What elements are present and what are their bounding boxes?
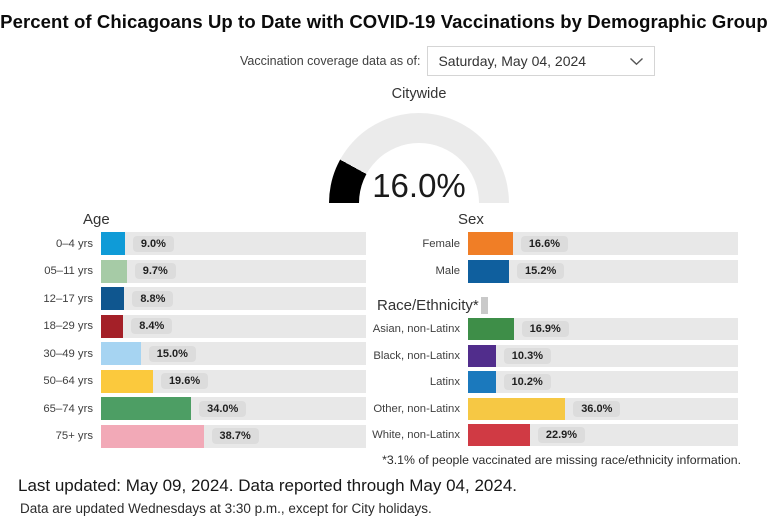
race-chart-title: Race/Ethnicity* — [368, 296, 738, 314]
race-chart-rows: Asian, non-Latinx 16.9% Black, non-Latinx 1… — [368, 318, 738, 446]
chevron-down-icon[interactable] — [629, 57, 644, 66]
age-chart-rows: 0–4 yrs 9.0% 05–11 yrs 9.7% 12–17 yrs 8.8% 18–… — [0, 232, 366, 448]
bar-fill[interactable] — [468, 424, 530, 446]
value-label: 9.7% — [134, 263, 176, 279]
bar-row[interactable]: Latinx 10.2% — [368, 371, 738, 393]
bar-fill[interactable] — [101, 259, 127, 283]
sex-chart: Sex Female 16.6% Male 15.2% — [368, 210, 738, 283]
bar-track: 16.6% — [468, 232, 738, 255]
bar-track: 15.0% — [101, 342, 366, 365]
bar-row[interactable]: Black, non-Latinx 10.3% — [368, 344, 738, 367]
bar-fill[interactable] — [468, 259, 510, 283]
bar-track: 9.0% — [101, 232, 366, 255]
bar-fill[interactable] — [468, 397, 566, 420]
bar-fill[interactable] — [101, 424, 204, 448]
value-label: 9.0% — [132, 235, 174, 252]
bar-track: 36.0% — [468, 397, 738, 420]
bar-track: 34.0% — [101, 397, 366, 420]
value-label: 15.2% — [517, 263, 565, 279]
bar-track: 10.3% — [468, 344, 738, 367]
value-label: 16.6% — [520, 235, 569, 252]
age-chart-title: Age — [83, 210, 110, 228]
bar-row[interactable]: Female 16.6% — [368, 232, 738, 255]
bar-row[interactable]: 12–17 yrs 8.8% — [0, 287, 366, 310]
bar-fill[interactable] — [101, 287, 125, 310]
update-schedule-text: Data are updated Wednesdays at 3:30 p.m.… — [20, 501, 432, 516]
scrollbar-thumb-marker — [480, 296, 488, 314]
value-label: 8.4% — [131, 318, 173, 334]
date-filter-label: Vaccination coverage data as of: — [240, 54, 421, 68]
race-footnote: *3.1% of people vaccinated are missing r… — [382, 453, 741, 467]
bar-row[interactable]: White, non-Latinx 22.9% — [368, 424, 738, 446]
bar-row[interactable]: 75+ yrs 38.7% — [0, 424, 366, 448]
value-label: 10.3% — [503, 347, 551, 364]
sex-chart-rows: Female 16.6% Male 15.2% — [368, 232, 738, 283]
value-label: 8.8% — [132, 290, 174, 307]
bar-row[interactable]: Male 15.2% — [368, 259, 738, 283]
category-label: 18–29 yrs — [43, 320, 93, 332]
bar-row[interactable]: Asian, non-Latinx 16.9% — [368, 318, 738, 340]
category-label: 12–17 yrs — [43, 292, 93, 305]
value-label: 15.0% — [148, 345, 196, 362]
category-label: 65–74 yrs — [43, 402, 93, 415]
bar-fill[interactable] — [101, 369, 153, 393]
bar-fill[interactable] — [468, 371, 496, 393]
bar-track: 9.7% — [101, 259, 366, 283]
sex-chart-title: Sex — [458, 210, 484, 228]
bar-row[interactable]: Other, non-Latinx 36.0% — [368, 397, 738, 420]
value-label: 19.6% — [160, 373, 209, 389]
category-label: 30–49 yrs — [43, 347, 93, 360]
age-chart: Age 0–4 yrs 9.0% 05–11 yrs 9.7% 12–17 yrs 8.8… — [0, 210, 366, 448]
category-label: 0–4 yrs — [55, 237, 93, 250]
bar-fill[interactable] — [468, 344, 496, 367]
category-label: Male — [435, 265, 461, 277]
category-label: 05–11 yrs — [44, 265, 93, 277]
date-filter: Vaccination coverage data as of: Saturda… — [240, 46, 656, 76]
value-label: 38.7% — [211, 428, 259, 444]
bar-row[interactable]: 30–49 yrs 15.0% — [0, 342, 366, 365]
value-label: 34.0% — [199, 400, 247, 417]
bar-row[interactable]: 18–29 yrs 8.4% — [0, 314, 366, 338]
value-label: 16.9% — [521, 321, 569, 337]
last-updated-text: Last updated: May 09, 2024. Data reporte… — [18, 476, 518, 495]
bar-fill[interactable] — [468, 318, 514, 340]
bar-track: 8.8% — [101, 287, 366, 310]
gauge-value: 16.0% — [372, 167, 466, 204]
category-label: Black, non-Latinx — [373, 349, 460, 362]
bar-track: 15.2% — [468, 259, 738, 283]
value-label: 22.9% — [537, 427, 586, 443]
category-label: 50–64 yrs — [43, 375, 93, 387]
bar-fill[interactable] — [101, 342, 141, 365]
bar-fill[interactable] — [101, 314, 124, 338]
bar-track: 10.2% — [468, 371, 738, 393]
date-dropdown[interactable]: Saturday, May 04, 2024 — [427, 46, 656, 76]
category-label: Asian, non-Latinx — [372, 323, 460, 335]
bar-row[interactable]: 05–11 yrs 9.7% — [0, 259, 366, 283]
bar-fill[interactable] — [101, 397, 192, 420]
bar-row[interactable]: 0–4 yrs 9.0% — [0, 232, 366, 255]
category-label: Other, non-Latinx — [373, 402, 460, 415]
bar-track: 16.9% — [468, 318, 738, 340]
category-label: Female — [422, 237, 460, 250]
bar-track: 19.6% — [101, 369, 366, 393]
bar-track: 8.4% — [101, 314, 366, 338]
bar-row[interactable]: 65–74 yrs 34.0% — [0, 397, 366, 420]
race-chart: Race/Ethnicity* Asian, non-Latinx 16.9% Bl… — [368, 296, 738, 446]
value-label: 10.2% — [503, 374, 551, 390]
date-dropdown-value: Saturday, May 04, 2024 — [438, 53, 587, 69]
category-label: 75+ yrs — [55, 430, 93, 442]
bar-track: 22.9% — [468, 424, 738, 446]
value-label: 36.0% — [573, 400, 621, 417]
bar-track: 38.7% — [101, 424, 366, 448]
page-title: Percent of Chicagoans Up to Date with CO… — [0, 11, 768, 32]
bar-row[interactable]: 50–64 yrs 19.6% — [0, 369, 366, 393]
category-label: Latinx — [429, 376, 460, 388]
bar-fill[interactable] — [101, 232, 125, 255]
gauge-title: Citywide — [391, 86, 447, 102]
category-label: White, non-Latinx — [372, 429, 460, 441]
bar-fill[interactable] — [468, 232, 513, 255]
